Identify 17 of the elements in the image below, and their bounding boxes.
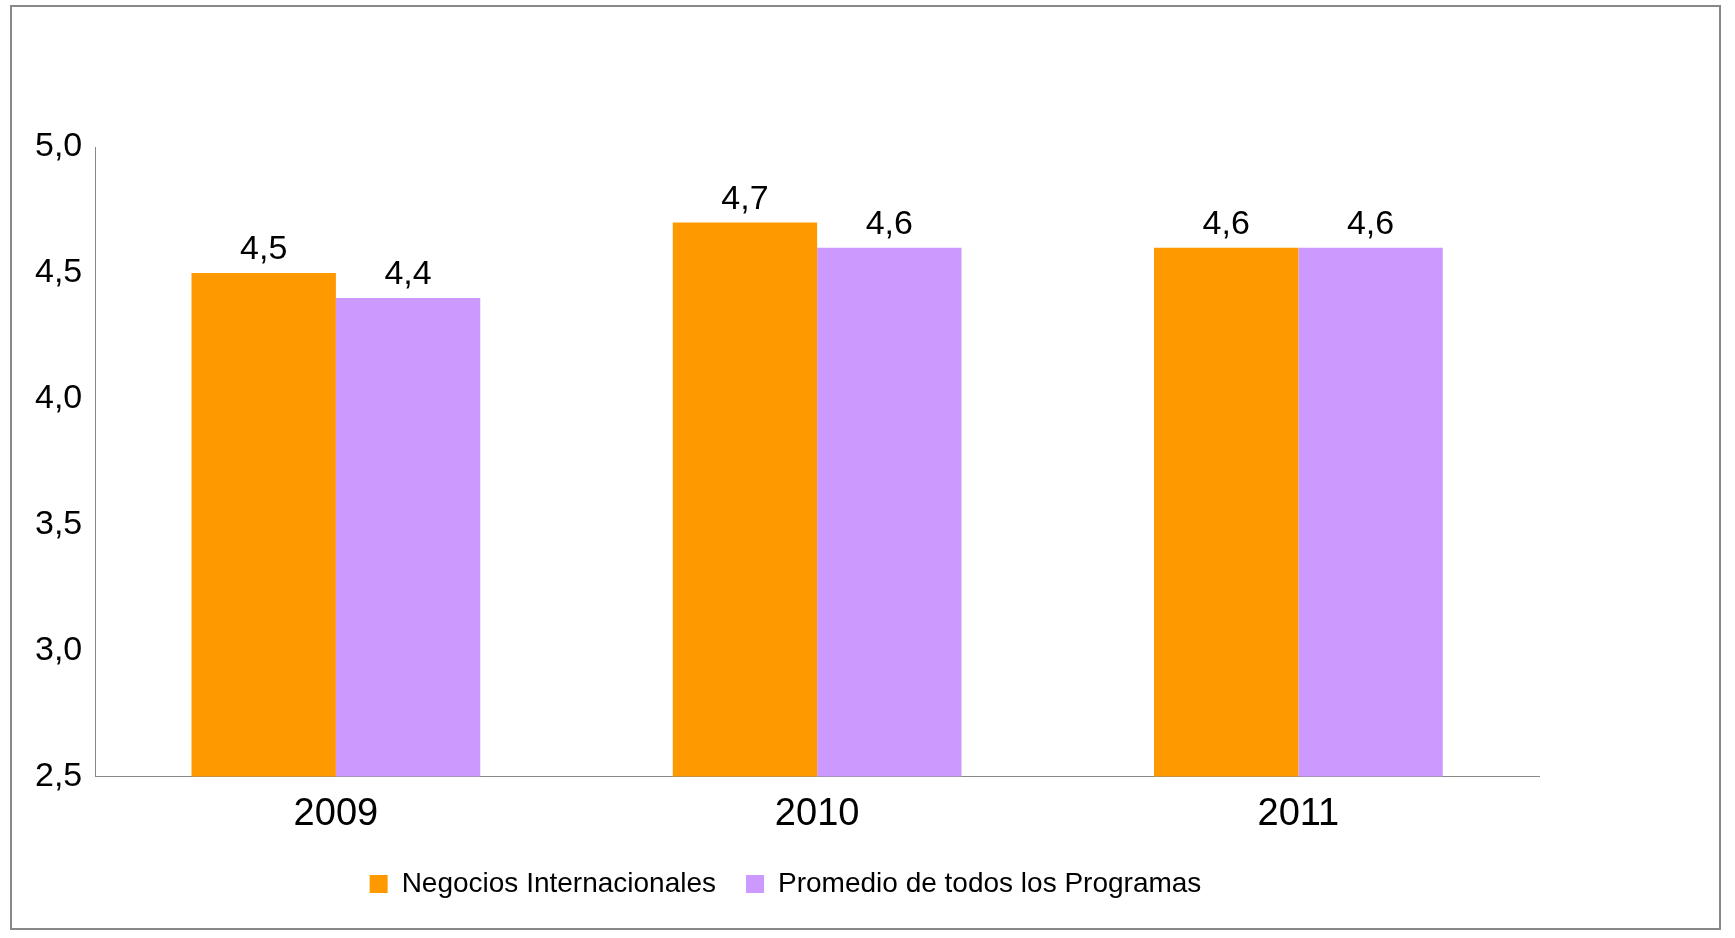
y-tick-label: 2,5 xyxy=(35,754,83,793)
legend-label: Promedio de todos los Programas xyxy=(778,866,1202,898)
data-label: 4,5 xyxy=(240,228,288,267)
x-tick-label: 2009 xyxy=(293,790,379,833)
y-tick-label: 3,0 xyxy=(35,628,83,667)
y-tick-label: 5,0 xyxy=(35,125,83,164)
y-tick-label: 4,0 xyxy=(35,377,83,416)
data-label: 4,7 xyxy=(721,177,769,216)
x-tick-label: 2011 xyxy=(1257,790,1340,833)
data-label: 4,6 xyxy=(1346,203,1395,242)
legend-label: Negocios Internacionales xyxy=(401,866,717,898)
x-tick-label: 2010 xyxy=(774,790,860,833)
data-label: 4,6 xyxy=(865,203,913,242)
data-label: 4,6 xyxy=(1202,203,1250,242)
data-label: 4,4 xyxy=(384,253,432,292)
y-tick-label: 4,5 xyxy=(35,251,83,290)
y-tick-label: 3,5 xyxy=(35,503,83,542)
